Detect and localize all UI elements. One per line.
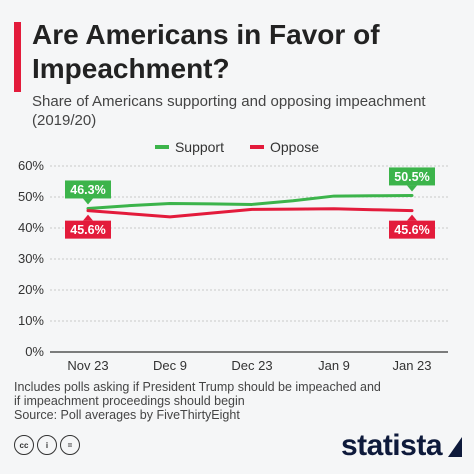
y-tick-label: 0%: [25, 344, 44, 359]
y-tick-label: 50%: [18, 189, 44, 204]
accent-bar: [14, 22, 21, 92]
series-line-support: [86, 193, 414, 210]
source-line: Source: Poll averages by FiveThirtyEight: [14, 408, 240, 422]
data-label: 46.3%: [70, 183, 105, 197]
legend-swatch-support: [154, 145, 169, 149]
legend-label-support: Support: [174, 139, 224, 155]
legend-item-support: Support: [154, 139, 224, 155]
cc-icon: cc: [14, 435, 34, 455]
note-line-2: if impeachment proceedings should begin: [14, 394, 245, 408]
data-label-box: [65, 180, 111, 199]
data-label-box: [65, 220, 111, 239]
x-tick-label: Nov 23: [67, 358, 108, 373]
y-tick-label: 40%: [18, 220, 44, 235]
person-icon: i: [37, 435, 57, 455]
data-label: 45.6%: [70, 223, 105, 237]
data-label: 50.5%: [394, 170, 429, 184]
data-label-box: [389, 220, 435, 239]
x-tick-label: Jan 9: [318, 358, 350, 373]
data-label: 45.6%: [394, 223, 429, 237]
y-tick-label: 20%: [18, 282, 44, 297]
x-tick-label: Dec 23: [231, 358, 272, 373]
data-label-pointer: [83, 198, 93, 205]
legend-label-oppose: Oppose: [270, 139, 320, 155]
data-label-pointer: [407, 214, 417, 221]
x-tick-label: Dec 9: [153, 358, 187, 373]
y-tick-label: 60%: [18, 158, 44, 173]
line-chart: 0% 10% 20% 30% 40% 50% 60% Nov 23 Dec 9 Dec 23 Jan…: [18, 158, 448, 373]
series-line-oppose: [86, 207, 414, 219]
legend-swatch-oppose: [250, 145, 264, 149]
data-label-box: [389, 167, 435, 186]
page-title: Are Americans in Favor of Impeachment?: [32, 19, 380, 84]
x-tick-label: Jan 23: [392, 358, 431, 373]
data-label-pointer: [83, 214, 93, 221]
y-tick-label: 10%: [18, 313, 44, 328]
brand-mark-icon: [448, 437, 462, 457]
license-icons: cc i =: [14, 435, 80, 455]
chart-note: Includes polls asking if President Trump…: [14, 380, 464, 422]
legend-item-oppose: Oppose: [250, 139, 319, 155]
footer: cc i = statista: [14, 429, 464, 463]
equals-icon: =: [60, 435, 80, 455]
chart-legend: Support Oppose: [0, 139, 474, 155]
brand-logo: statista: [340, 429, 443, 462]
note-line-1: Includes polls asking if President Trump…: [14, 380, 381, 394]
page-subtitle: Share of Americans supporting and opposi…: [32, 93, 426, 129]
y-tick-label: 30%: [18, 251, 44, 266]
data-label-pointer: [407, 185, 417, 192]
